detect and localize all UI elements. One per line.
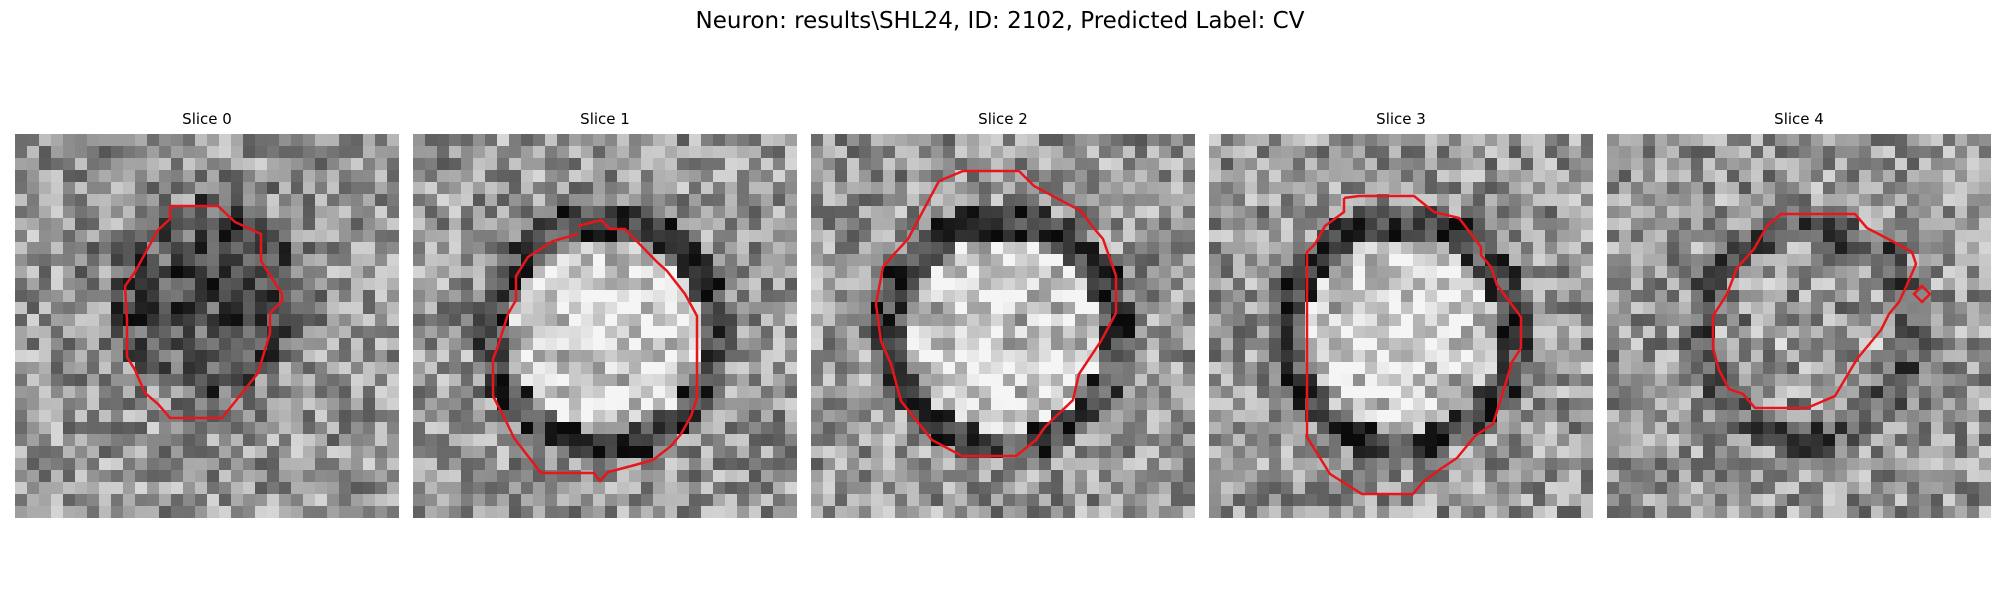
- figure-title: Neuron: results\SHL24, ID: 2102, Predict…: [695, 8, 1305, 34]
- slice-title: Slice 1: [580, 110, 630, 128]
- contour-overlay: [874, 169, 1118, 458]
- segmentation-contour: [1711, 212, 1918, 410]
- slice-image: [413, 134, 797, 518]
- slice-image: [1607, 134, 1991, 518]
- slice-panel-2: Slice 2: [811, 108, 1195, 518]
- contour-overlay: [491, 218, 699, 483]
- slice-panel-0: Slice 0: [15, 108, 399, 518]
- slice-title: Slice 4: [1774, 110, 1824, 128]
- segmentation-contour: [491, 218, 699, 483]
- slice-panel-3: Slice 3: [1209, 108, 1593, 518]
- slice-image: [15, 134, 399, 518]
- segmentation-contour: [123, 204, 284, 420]
- slice-panel-1: Slice 1: [413, 108, 797, 518]
- slice-title: Slice 0: [182, 110, 232, 128]
- small-contour-marker: [1912, 284, 1932, 304]
- segmentation-contour: [874, 169, 1118, 458]
- slice-panel-4: Slice 4: [1607, 108, 1991, 518]
- slice-image: [1209, 134, 1593, 518]
- slice-title: Slice 2: [978, 110, 1028, 128]
- slice-image: [811, 134, 1195, 518]
- contour-overlay: [1711, 212, 1932, 410]
- contour-overlay: [1305, 194, 1523, 496]
- segmentation-contour: [1305, 194, 1523, 496]
- slice-title: Slice 3: [1376, 110, 1426, 128]
- contour-overlay: [123, 204, 284, 420]
